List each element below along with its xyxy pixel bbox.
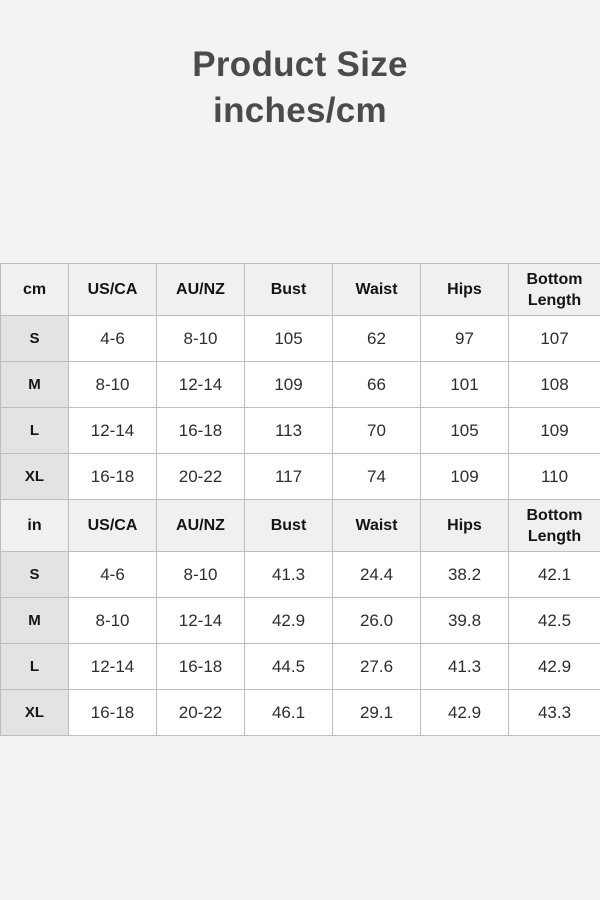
size-row-cm-xl: XL 16-18 20-22 117 74 109 110 <box>0 453 600 500</box>
column-header-cell: Waist <box>332 263 421 316</box>
size-label-cell: S <box>0 315 69 362</box>
measurement-value-cell: 8-10 <box>68 597 157 644</box>
size-row-in-xl: XL 16-18 20-22 46.1 29.1 42.9 43.3 <box>0 689 600 736</box>
measurement-value-cell: 12-14 <box>156 361 245 408</box>
unit-header-cell: in <box>0 499 69 552</box>
measurement-value-cell: 41.3 <box>420 643 509 690</box>
measurement-value-cell: 16-18 <box>156 643 245 690</box>
measurement-value-cell: 39.8 <box>420 597 509 644</box>
measurement-value-cell: 117 <box>244 453 333 500</box>
measurement-value-cell: 12-14 <box>156 597 245 644</box>
measurement-value-cell: 16-18 <box>156 407 245 454</box>
size-row-cm-s: S 4-6 8-10 105 62 97 107 <box>0 315 600 362</box>
measurement-value-cell: 42.5 <box>508 597 600 644</box>
measurement-value-cell: 109 <box>420 453 509 500</box>
size-table-body: cm US/CA AU/NZ Bust Waist Hips Bottom Length S 4… <box>0 263 600 736</box>
page-title: Product Size inches/cm <box>0 42 600 134</box>
size-label-cell: L <box>0 407 69 454</box>
measurement-value-cell: 4-6 <box>68 315 157 362</box>
column-header-cell: Hips <box>420 263 509 316</box>
size-row-in-l: L 12-14 16-18 44.5 27.6 41.3 42.9 <box>0 643 600 690</box>
measurement-value-cell: 12-14 <box>68 407 157 454</box>
unit-header-cell: cm <box>0 263 69 316</box>
measurement-value-cell: 108 <box>508 361 600 408</box>
measurement-value-cell: 8-10 <box>156 315 245 362</box>
measurement-value-cell: 27.6 <box>332 643 421 690</box>
column-header-cell: US/CA <box>68 499 157 552</box>
measurement-value-cell: 109 <box>508 407 600 454</box>
measurement-value-cell: 70 <box>332 407 421 454</box>
size-row-in-s: S 4-6 8-10 41.3 24.4 38.2 42.1 <box>0 551 600 598</box>
column-header-cell: AU/NZ <box>156 263 245 316</box>
measurement-value-cell: 26.0 <box>332 597 421 644</box>
page-title-line-2: inches/cm <box>213 91 387 130</box>
measurement-value-cell: 46.1 <box>244 689 333 736</box>
measurement-value-cell: 16-18 <box>68 689 157 736</box>
header-row-cm: cm US/CA AU/NZ Bust Waist Hips Bottom Length <box>0 263 600 316</box>
size-row-cm-m: M 8-10 12-14 109 66 101 108 <box>0 361 600 408</box>
measurement-value-cell: 105 <box>420 407 509 454</box>
measurement-value-cell: 113 <box>244 407 333 454</box>
measurement-value-cell: 97 <box>420 315 509 362</box>
column-header-cell: Bust <box>244 499 333 552</box>
page-title-line-1: Product Size <box>192 45 408 84</box>
measurement-value-cell: 24.4 <box>332 551 421 598</box>
column-header-cell: Bottom Length <box>508 499 600 552</box>
measurement-value-cell: 38.2 <box>420 551 509 598</box>
measurement-value-cell: 62 <box>332 315 421 362</box>
measurement-value-cell: 16-18 <box>68 453 157 500</box>
size-label-cell: XL <box>0 453 69 500</box>
measurement-value-cell: 109 <box>244 361 333 408</box>
size-row-cm-l: L 12-14 16-18 113 70 105 109 <box>0 407 600 454</box>
size-label-cell: S <box>0 551 69 598</box>
measurement-value-cell: 42.9 <box>420 689 509 736</box>
column-header-cell: Bust <box>244 263 333 316</box>
measurement-value-cell: 4-6 <box>68 551 157 598</box>
size-label-cell: M <box>0 597 69 644</box>
column-header-cell: AU/NZ <box>156 499 245 552</box>
measurement-value-cell: 44.5 <box>244 643 333 690</box>
measurement-value-cell: 8-10 <box>68 361 157 408</box>
measurement-value-cell: 41.3 <box>244 551 333 598</box>
measurement-value-cell: 101 <box>420 361 509 408</box>
measurement-value-cell: 20-22 <box>156 453 245 500</box>
measurement-value-cell: 42.9 <box>508 643 600 690</box>
size-label-cell: M <box>0 361 69 408</box>
measurement-value-cell: 8-10 <box>156 551 245 598</box>
measurement-value-cell: 105 <box>244 315 333 362</box>
measurement-value-cell: 66 <box>332 361 421 408</box>
column-header-cell: US/CA <box>68 263 157 316</box>
header-row-in: in US/CA AU/NZ Bust Waist Hips Bottom Length <box>0 499 600 552</box>
measurement-value-cell: 12-14 <box>68 643 157 690</box>
size-row-in-m: M 8-10 12-14 42.9 26.0 39.8 42.5 <box>0 597 600 644</box>
column-header-cell: Bottom Length <box>508 263 600 316</box>
column-header-cell: Waist <box>332 499 421 552</box>
measurement-value-cell: 43.3 <box>508 689 600 736</box>
measurement-value-cell: 29.1 <box>332 689 421 736</box>
measurement-value-cell: 42.9 <box>244 597 333 644</box>
measurement-value-cell: 20-22 <box>156 689 245 736</box>
size-table: cm US/CA AU/NZ Bust Waist Hips Bottom Length S 4… <box>0 263 600 736</box>
measurement-value-cell: 74 <box>332 453 421 500</box>
measurement-value-cell: 42.1 <box>508 551 600 598</box>
size-label-cell: XL <box>0 689 69 736</box>
size-label-cell: L <box>0 643 69 690</box>
column-header-cell: Hips <box>420 499 509 552</box>
measurement-value-cell: 110 <box>508 453 600 500</box>
measurement-value-cell: 107 <box>508 315 600 362</box>
